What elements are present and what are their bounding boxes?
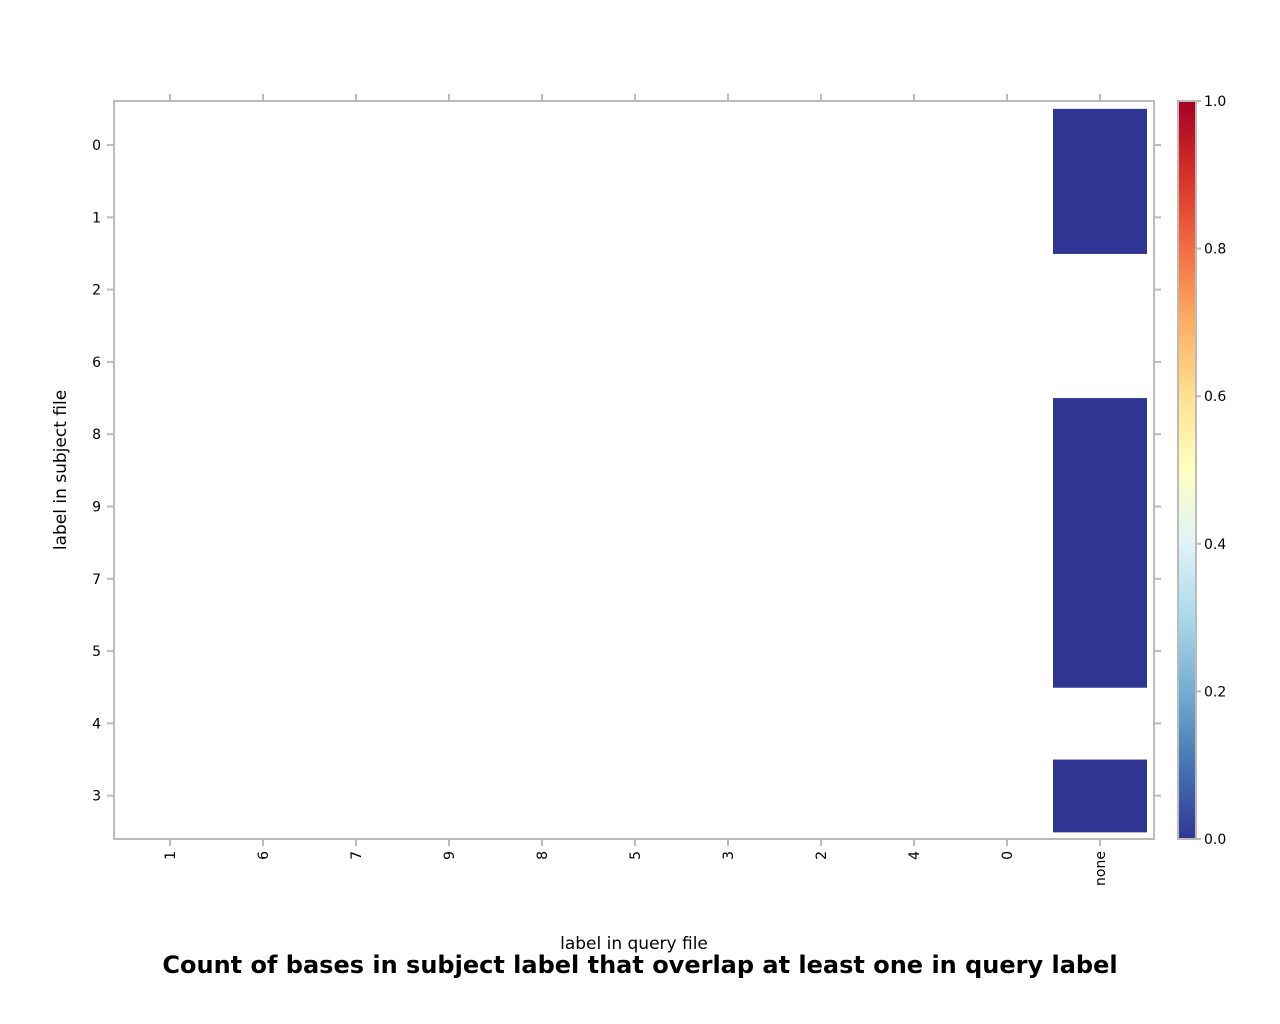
heatmap-cell xyxy=(1053,759,1147,833)
y-tick-label: 0 xyxy=(92,138,101,154)
x-tick-label: 5 xyxy=(628,851,644,860)
x-tick-label: 3 xyxy=(721,851,737,860)
x-axis-title: label in query file xyxy=(560,934,708,954)
y-tick-label: 8 xyxy=(92,427,101,443)
x-axis: 1 6 7 9 8 5 3 2 4 0 none xyxy=(163,94,1109,886)
colorbar-tick-label: 0.2 xyxy=(1204,684,1226,700)
plot-frame xyxy=(113,100,1155,840)
y-tick-label: 5 xyxy=(92,644,101,660)
colorbar xyxy=(1177,100,1197,840)
x-tick-label: none xyxy=(1093,851,1109,886)
x-tick-label: 7 xyxy=(349,851,365,860)
colorbar-axis: 0.0 0.2 0.4 0.6 0.8 1.0 xyxy=(1196,94,1226,848)
y-axis-title: label in subject file xyxy=(51,390,71,550)
y-tick-label: 4 xyxy=(92,716,101,732)
y-tick-label: 7 xyxy=(92,572,101,588)
colorbar-tick-label: 0.0 xyxy=(1204,832,1226,848)
x-tick-label: 6 xyxy=(256,851,272,860)
heatmap-cell xyxy=(1053,108,1147,182)
heatmap-cell xyxy=(1053,614,1147,688)
colorbar-tick-label: 0.8 xyxy=(1204,242,1226,258)
heatmap-cell xyxy=(1053,398,1147,471)
y-tick-label: 1 xyxy=(92,210,101,226)
colorbar-tick-label: 1.0 xyxy=(1204,94,1226,110)
chart-title: Count of bases in subject label that ove… xyxy=(162,951,1117,979)
heatmap-cell xyxy=(1053,542,1147,616)
y-tick-label: 3 xyxy=(92,789,101,805)
x-tick-label: 1 xyxy=(163,851,179,860)
x-tick-label: 8 xyxy=(535,851,551,860)
colorbar-tick-label: 0.4 xyxy=(1204,537,1226,553)
colorbar-tick-label: 0.6 xyxy=(1204,389,1226,405)
y-tick-label: 2 xyxy=(92,283,101,299)
y-tick-label: 9 xyxy=(92,500,101,516)
y-tick-label: 6 xyxy=(92,355,101,371)
heatmap-cells xyxy=(1053,108,1147,833)
x-tick-label: 2 xyxy=(814,851,830,860)
x-tick-label: 0 xyxy=(1000,851,1016,860)
x-tick-label: 4 xyxy=(907,851,923,860)
heatmap-cell xyxy=(1053,181,1147,254)
heatmap-cell xyxy=(1053,470,1147,544)
y-axis: 0 1 2 6 8 9 7 5 4 3 xyxy=(92,138,1161,805)
x-tick-label: 9 xyxy=(442,851,458,860)
